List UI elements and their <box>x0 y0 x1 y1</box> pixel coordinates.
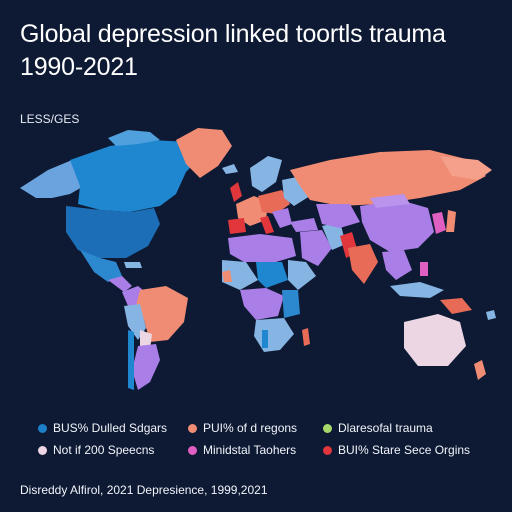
region-mongolia <box>370 194 410 208</box>
legend-item: Minidstal Taohers <box>188 443 323 457</box>
region-mozambique <box>262 330 268 348</box>
legend-item: Dlaresofal trauma <box>323 421 498 435</box>
region-canada <box>70 140 205 212</box>
region-iberia <box>228 218 246 234</box>
legend-swatch-green <box>323 423 332 433</box>
legend-item: PUI% of d regons <box>188 421 323 435</box>
region-southern-africa <box>254 318 294 352</box>
legend-label: Minidstal Taohers <box>203 443 297 457</box>
legend-label: Not if 200 Speecns <box>53 443 155 457</box>
region-east-africa <box>282 290 300 318</box>
region-central-europe <box>258 190 290 214</box>
legend-item: BUI% Stare Sece Orgins <box>323 443 498 457</box>
legend-swatch-red <box>323 445 332 455</box>
map-title: Global depression linked toortls trauma … <box>20 20 446 81</box>
region-usa <box>66 206 160 258</box>
region-balkans <box>272 208 292 228</box>
region-chile <box>128 330 134 390</box>
legend-label: PUI% of d regons <box>203 421 298 435</box>
region-greenland <box>176 128 232 178</box>
region-north-africa <box>228 234 296 262</box>
region-new-zealand <box>474 360 486 380</box>
region-china <box>360 200 434 252</box>
region-west-africa <box>222 260 258 290</box>
region-pacific-islands <box>486 310 496 320</box>
map-legend: BUS% Dulled Sdgars PUI% of d regons Dlar… <box>38 421 498 457</box>
region-japan <box>446 210 456 232</box>
region-central-asia <box>316 204 360 228</box>
region-uk <box>230 182 242 202</box>
region-mexico <box>80 250 122 282</box>
region-madagascar <box>302 328 310 346</box>
region-caribbean <box>124 262 142 268</box>
legend-swatch-orange <box>188 423 197 433</box>
region-philippines <box>420 262 428 276</box>
region-alaska <box>20 160 90 198</box>
region-turkey <box>290 218 318 232</box>
region-india <box>348 244 378 284</box>
legend-item: BUS% Dulled Sdgars <box>38 421 188 435</box>
legend-item: Not if 200 Speecns <box>38 443 188 457</box>
region-brazil <box>136 286 188 342</box>
region-indonesia <box>390 282 444 298</box>
region-argentina <box>132 344 160 390</box>
region-west-africa-coast <box>222 270 232 282</box>
region-far-east <box>440 156 492 180</box>
region-central-america <box>108 276 132 292</box>
region-canada-islands <box>108 130 160 146</box>
legend-label: BUI% Stare Sece Orgins <box>338 443 471 457</box>
region-australia <box>404 314 466 366</box>
legend-swatch-pink <box>188 445 197 455</box>
legend-swatch-pale <box>38 445 47 455</box>
region-sahel <box>256 262 288 288</box>
region-russia <box>290 150 486 206</box>
region-horn-of-africa <box>288 260 316 290</box>
region-iran <box>322 222 346 250</box>
legend-swatch-blue <box>38 423 47 433</box>
region-italy <box>260 216 274 234</box>
region-korea-japan <box>432 212 446 234</box>
map-subtitle: LESS/GES <box>20 112 80 126</box>
region-new-guinea <box>440 298 472 314</box>
region-scandinavia <box>250 156 282 192</box>
world-map <box>20 128 496 390</box>
source-note: Disreddy Alfirol, 2021 Depresience, 1999… <box>20 483 268 497</box>
legend-label: Dlaresofal trauma <box>338 421 433 435</box>
legend-label: BUS% Dulled Sdgars <box>53 421 168 435</box>
region-iceland <box>222 164 238 174</box>
region-middle-east <box>300 230 332 266</box>
region-southeast-asia <box>382 250 412 280</box>
region-central-africa <box>240 288 284 320</box>
